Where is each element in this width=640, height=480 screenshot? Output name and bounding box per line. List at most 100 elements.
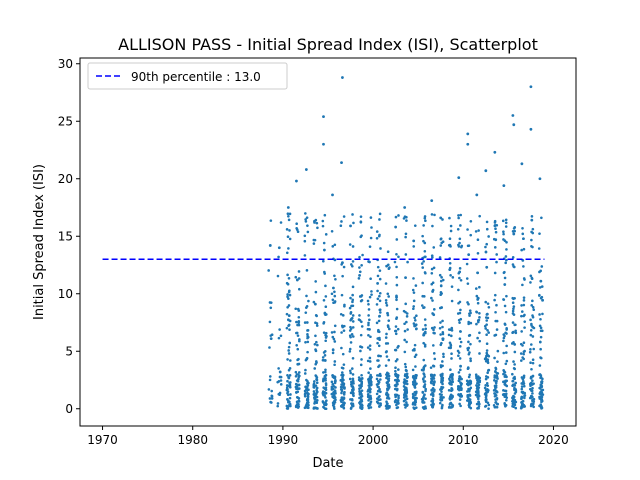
- data-point: [520, 248, 523, 252]
- data-point: [457, 176, 461, 180]
- data-point: [288, 289, 291, 293]
- data-point: [539, 391, 542, 394]
- data-point: [495, 396, 499, 400]
- data-point: [484, 404, 488, 408]
- x-tick-label: 1990: [268, 433, 299, 447]
- data-point: [532, 402, 535, 406]
- data-point: [322, 322, 325, 325]
- data-point: [304, 218, 307, 221]
- data-point: [406, 403, 409, 407]
- data-point: [403, 338, 406, 342]
- data-point: [458, 394, 462, 398]
- data-point: [430, 267, 434, 271]
- data-point: [351, 285, 355, 289]
- data-point: [539, 356, 543, 360]
- data-point: [422, 333, 426, 337]
- data-point: [376, 282, 379, 285]
- data-point: [459, 404, 462, 408]
- data-point: [334, 386, 337, 389]
- data-point: [459, 330, 462, 333]
- data-point: [411, 368, 415, 372]
- data-point: [369, 373, 372, 377]
- data-point: [421, 391, 425, 394]
- data-point: [511, 230, 515, 233]
- data-point: [467, 244, 471, 247]
- data-point: [457, 351, 461, 354]
- data-point: [268, 378, 272, 382]
- data-point: [531, 358, 535, 362]
- data-point: [287, 352, 291, 355]
- data-point: [459, 364, 462, 368]
- y-axis-label: Initial Spread Index (ISI): [32, 164, 47, 320]
- data-point: [378, 308, 382, 312]
- data-point: [469, 357, 472, 360]
- data-point: [287, 276, 291, 280]
- data-point: [405, 320, 408, 324]
- data-point: [531, 392, 534, 395]
- data-point: [395, 307, 399, 311]
- data-point: [493, 224, 497, 228]
- data-point: [487, 403, 491, 407]
- data-point: [522, 314, 525, 318]
- data-point: [523, 396, 526, 400]
- data-point: [522, 341, 526, 345]
- data-point: [486, 371, 489, 375]
- data-point: [514, 406, 518, 410]
- data-point: [528, 350, 532, 354]
- data-point: [351, 264, 354, 268]
- data-point: [340, 388, 344, 392]
- data-point: [438, 256, 442, 259]
- data-point: [307, 381, 310, 385]
- data-point: [287, 297, 290, 300]
- data-point: [323, 391, 327, 395]
- data-point: [450, 285, 454, 288]
- data-point: [495, 371, 499, 375]
- data-point: [289, 381, 292, 384]
- data-point: [331, 348, 335, 351]
- data-point: [340, 346, 343, 350]
- data-point: [324, 295, 328, 298]
- data-point: [402, 385, 406, 388]
- data-point: [306, 224, 309, 227]
- data-point: [414, 327, 418, 331]
- plot-frame: [79, 57, 577, 427]
- data-point: [540, 380, 544, 383]
- data-point: [367, 308, 371, 311]
- data-point: [458, 300, 462, 304]
- data-point: [285, 251, 289, 255]
- data-point: [295, 278, 299, 282]
- data-point: [316, 399, 319, 402]
- data-point: [295, 222, 298, 226]
- data-point: [368, 397, 372, 401]
- data-point: [487, 407, 490, 410]
- data-point: [459, 224, 462, 227]
- data-point: [360, 320, 363, 324]
- data-point: [439, 216, 443, 220]
- data-point: [438, 306, 442, 310]
- data-point: [422, 380, 426, 383]
- data-point: [432, 313, 436, 317]
- data-point: [322, 298, 326, 302]
- data-point: [367, 379, 371, 383]
- data-point: [385, 350, 388, 353]
- data-point: [487, 235, 490, 238]
- data-point: [468, 312, 471, 315]
- data-point: [430, 388, 433, 392]
- data-point: [485, 323, 488, 326]
- data-point: [334, 391, 337, 395]
- data-point: [522, 296, 526, 299]
- data-point: [432, 331, 435, 335]
- data-point: [541, 312, 544, 316]
- data-point: [396, 400, 400, 403]
- data-point: [321, 224, 325, 228]
- data-point: [494, 386, 498, 389]
- data-point: [378, 299, 382, 303]
- data-point: [378, 291, 382, 295]
- data-point: [315, 314, 318, 318]
- data-point: [442, 396, 445, 399]
- data-point: [341, 352, 345, 356]
- data-point: [386, 406, 390, 409]
- data-point: [370, 226, 373, 229]
- data-point: [277, 255, 280, 259]
- data-point: [339, 224, 343, 228]
